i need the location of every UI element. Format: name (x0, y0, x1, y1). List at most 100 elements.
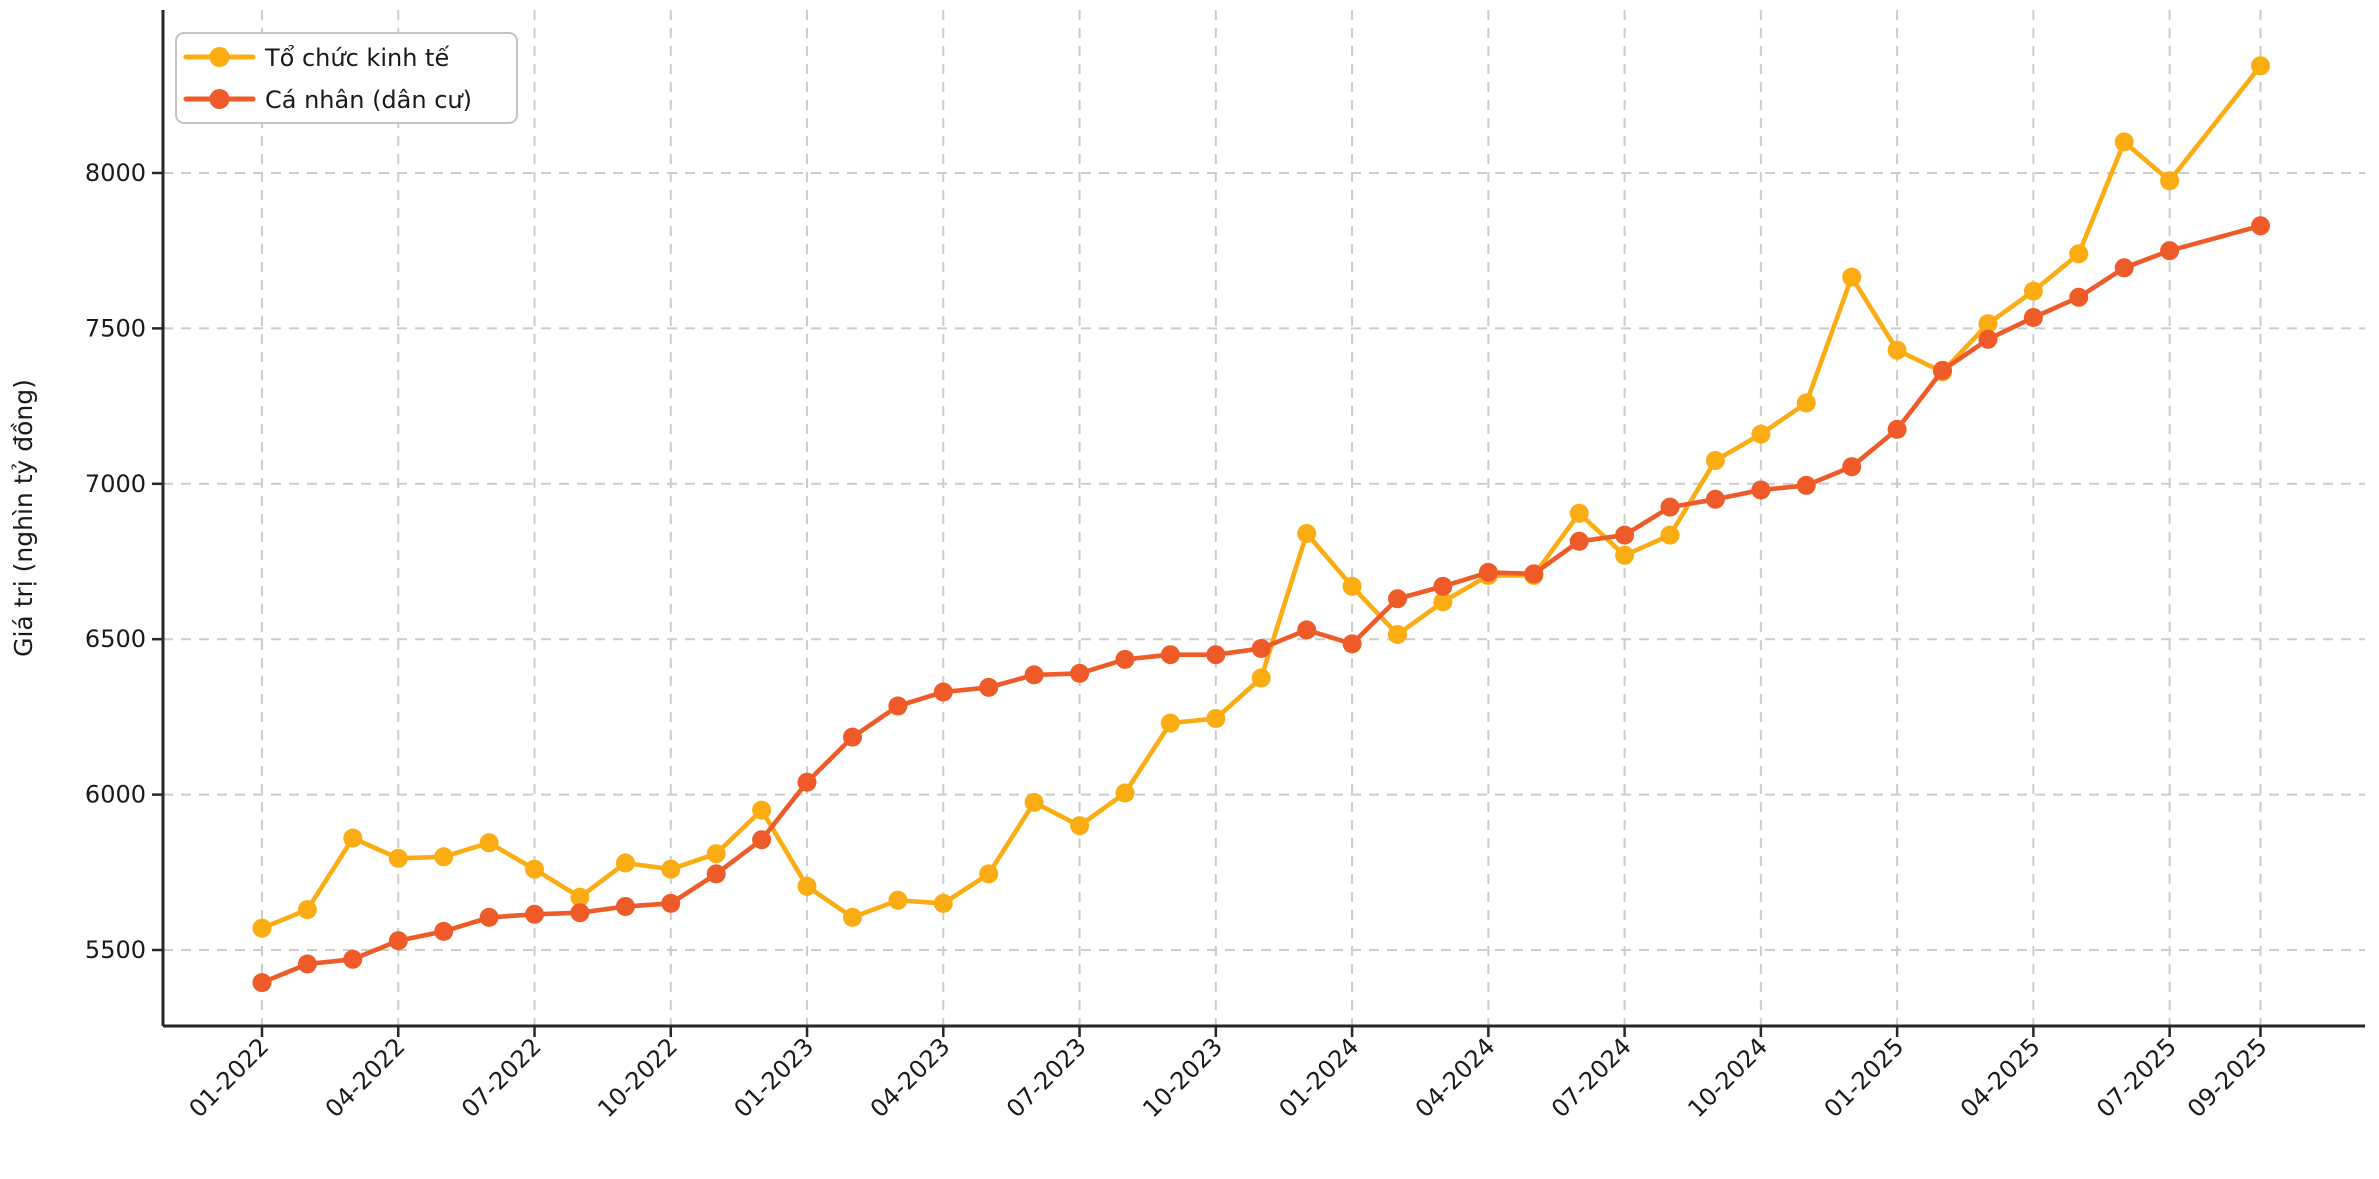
data-point-marker (1842, 267, 1862, 287)
data-point-marker (1660, 525, 1680, 545)
data-point-marker (297, 900, 317, 920)
data-point-marker (1206, 709, 1226, 728)
data-point-marker (2114, 132, 2134, 152)
data-point-marker (1297, 524, 1317, 543)
data-point-marker (1751, 424, 1771, 444)
data-point-marker (933, 682, 953, 702)
data-point-marker (2251, 216, 2270, 236)
data-point-marker (2160, 171, 2180, 191)
y-tick-label: 8000 (85, 159, 146, 187)
data-point-marker (2023, 308, 2043, 327)
data-point-marker (661, 893, 681, 913)
y-tick-label: 6500 (85, 625, 146, 653)
data-point-marker (1569, 503, 1589, 523)
data-point-marker (1615, 545, 1635, 565)
data-point-marker (706, 844, 726, 864)
data-point-marker (1524, 564, 1544, 584)
data-point-marker (252, 973, 272, 993)
data-point-marker (479, 833, 499, 853)
data-point-marker (1388, 625, 1407, 644)
y-tick-label: 7000 (85, 470, 146, 498)
data-point-marker (570, 903, 590, 923)
data-point-marker (1796, 393, 1816, 413)
data-point-marker (1887, 419, 1907, 439)
data-point-marker (1251, 639, 1271, 658)
data-point-marker (2023, 281, 2043, 301)
data-point-marker (1070, 816, 1090, 836)
data-point-marker (888, 890, 908, 910)
data-point-marker (979, 677, 999, 697)
data-point-marker (933, 893, 953, 913)
data-point-marker (1206, 645, 1226, 665)
data-point-marker (1978, 329, 1998, 349)
data-point-marker (1569, 531, 1589, 551)
data-point-marker (706, 864, 726, 884)
data-point-marker (525, 904, 544, 924)
y-tick-label: 6000 (85, 781, 146, 809)
data-point-marker (2251, 56, 2270, 76)
data-point-marker (297, 954, 317, 974)
data-point-marker (2160, 241, 2180, 261)
data-point-marker (1705, 489, 1725, 509)
data-point-marker (479, 907, 499, 927)
data-point-marker (1160, 645, 1180, 665)
data-point-marker (2114, 258, 2134, 278)
data-point-marker (388, 931, 408, 951)
data-point-marker (1705, 451, 1725, 470)
data-point-marker (1024, 665, 1044, 685)
data-point-marker (1160, 713, 1180, 733)
data-point-marker (615, 897, 635, 916)
data-point-marker (388, 848, 408, 868)
legend-box (175, 32, 518, 124)
data-point-marker (888, 696, 908, 716)
data-point-marker (1433, 592, 1453, 612)
data-point-marker (797, 876, 817, 896)
data-point-marker (1796, 475, 1816, 495)
data-point-marker (1478, 562, 1498, 582)
data-point-marker (1251, 668, 1271, 688)
data-point-marker (752, 800, 772, 820)
y-tick-label: 5500 (85, 936, 146, 964)
data-point-marker (661, 859, 681, 879)
data-point-marker (1978, 314, 1998, 334)
data-point-marker (1887, 340, 1907, 360)
data-point-marker (1342, 576, 1362, 596)
data-point-marker (1297, 620, 1317, 640)
data-point-marker (2069, 287, 2089, 307)
data-point-marker (570, 887, 590, 907)
data-point-marker (343, 949, 363, 969)
data-point-marker (343, 828, 363, 848)
data-point-marker (1933, 360, 1952, 380)
legend-label: Cá nhân (dân cư) (265, 86, 472, 114)
data-point-marker (525, 859, 544, 879)
data-point-marker (979, 864, 999, 884)
data-point-marker (1433, 576, 1453, 596)
data-point-marker (1388, 589, 1407, 609)
data-point-marker (1615, 525, 1635, 545)
data-point-marker (434, 847, 454, 867)
data-point-marker (1751, 480, 1771, 500)
data-point-marker (843, 727, 862, 747)
data-point-marker (797, 772, 817, 792)
legend-marker-dot (209, 47, 230, 67)
data-point-marker (252, 918, 272, 938)
legend-label: Tổ chức kinh tế (264, 44, 449, 72)
data-point-marker (1070, 663, 1090, 683)
data-point-marker (434, 921, 454, 941)
data-point-marker (1342, 634, 1362, 654)
data-point-marker (1842, 457, 1862, 477)
data-point-marker (615, 853, 635, 873)
data-point-marker (1115, 649, 1135, 669)
legend-marker-dot (209, 89, 230, 109)
data-point-marker (1660, 497, 1680, 517)
data-point-marker (1024, 792, 1044, 812)
data-point-marker (2069, 244, 2089, 264)
y-tick-label: 7500 (85, 314, 146, 342)
y-axis-label: Giá trị (nghìn tỷ đồng) (9, 379, 38, 657)
data-point-marker (1115, 783, 1135, 803)
data-point-marker (752, 830, 772, 850)
data-point-marker (843, 907, 862, 927)
